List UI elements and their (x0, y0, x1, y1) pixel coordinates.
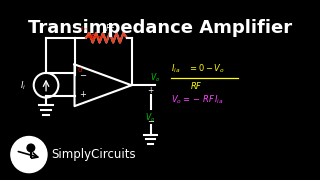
Text: $I_{ia}$: $I_{ia}$ (172, 63, 181, 75)
Text: RF: RF (190, 82, 201, 91)
Text: $I_{in}$: $I_{in}$ (80, 24, 88, 33)
Text: SimplyCircuits: SimplyCircuits (51, 148, 135, 161)
Text: $= 0 - V_o$: $= 0 - V_o$ (188, 63, 225, 75)
Text: $I_i$: $I_i$ (20, 79, 26, 91)
Text: $V_o = -\,RF\,I_{ia}$: $V_o = -\,RF\,I_{ia}$ (172, 93, 224, 106)
Text: RF: RF (106, 24, 116, 33)
Text: $V_o$: $V_o$ (145, 112, 156, 124)
Text: −: − (147, 117, 154, 126)
Text: 0: 0 (77, 67, 82, 73)
Text: $V_o$: $V_o$ (149, 71, 160, 84)
Circle shape (27, 144, 35, 152)
Text: +: + (147, 86, 154, 95)
Text: Transimpedance Amplifier: Transimpedance Amplifier (28, 19, 292, 37)
Text: +: + (79, 90, 85, 99)
Circle shape (11, 137, 47, 173)
Text: −: − (79, 71, 86, 80)
